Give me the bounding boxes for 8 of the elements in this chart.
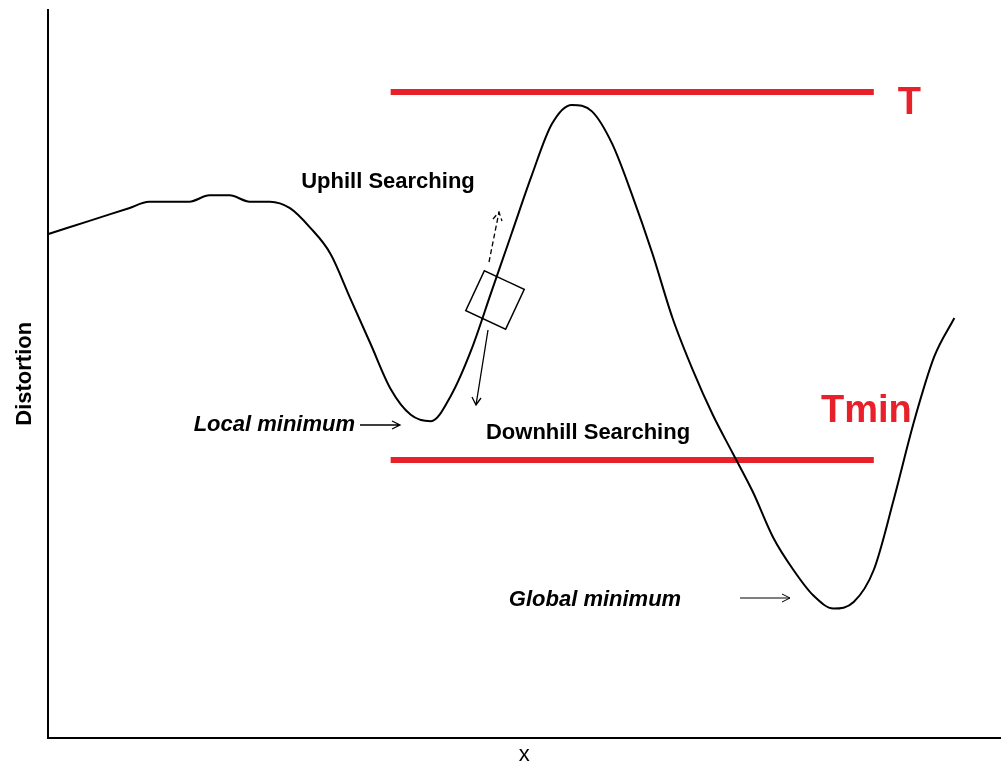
annotation: Local minimum bbox=[193, 411, 355, 437]
annotation: Global minimum bbox=[508, 586, 682, 612]
y-axis-title: Distortion bbox=[11, 321, 37, 426]
series-label: Tmin bbox=[821, 388, 912, 431]
series-label: T bbox=[897, 80, 922, 123]
annotation: Uphill Searching bbox=[301, 168, 475, 194]
annotation: Downhill Searching bbox=[485, 419, 691, 445]
x-axis-title: x bbox=[518, 740, 530, 766]
